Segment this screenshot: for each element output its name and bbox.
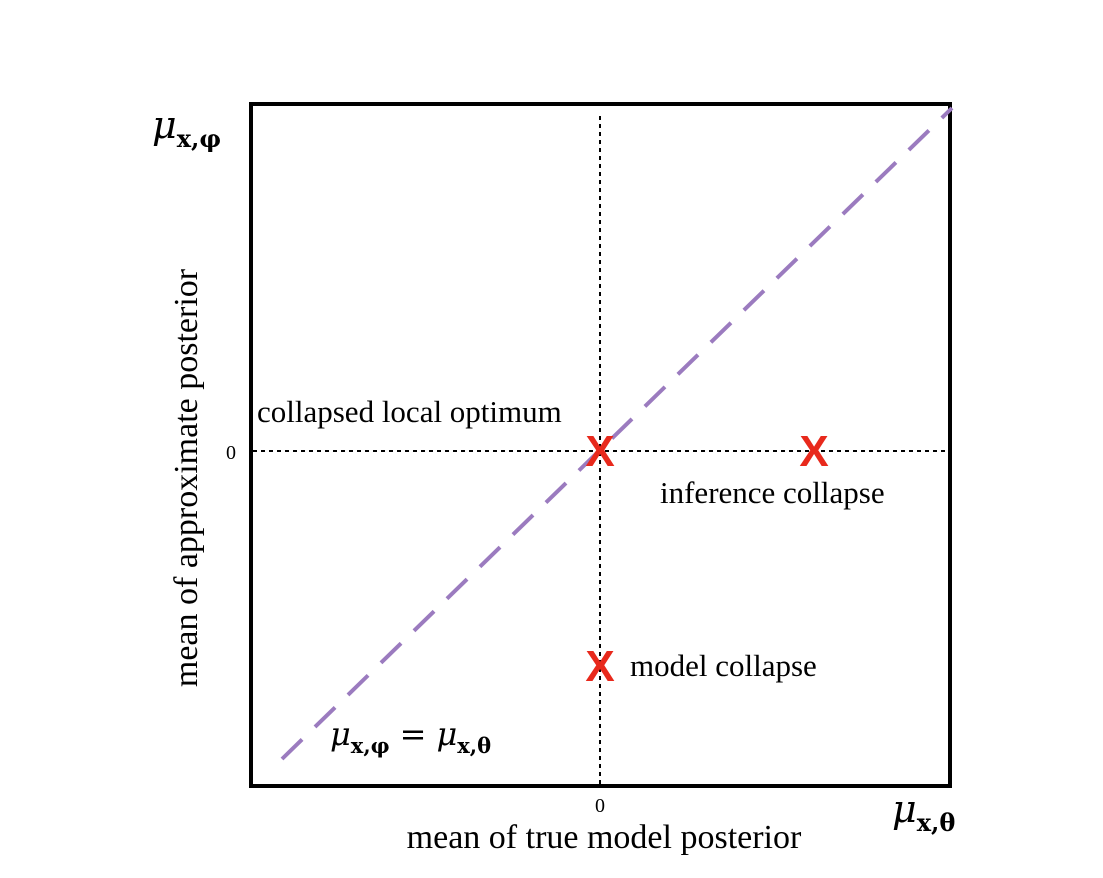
model-collapse-label: model collapse <box>630 648 817 683</box>
x-zero-tick-label: 0 <box>595 795 605 817</box>
y-axis-label: mean of approximate posterior <box>168 268 205 687</box>
model-collapse-marker: X <box>585 642 614 691</box>
y-zero-tick-label: 0 <box>226 442 236 464</box>
collapsed-local-optimum-marker: X <box>585 427 614 476</box>
plot-frame <box>249 102 952 788</box>
y-axis-end-symbol: μx,φ <box>152 103 221 153</box>
identity-equation-label: μx,φ = μx,θ <box>330 715 491 758</box>
x-axis-end-symbol: μx,θ <box>892 787 955 837</box>
inference-collapse-marker: X <box>799 427 828 476</box>
collapsed-local-optimum-label: collapsed local optimum <box>257 394 562 429</box>
inference-collapse-label: inference collapse <box>660 475 885 510</box>
identity-line <box>280 106 954 761</box>
x-axis-label: mean of true model posterior <box>407 819 802 856</box>
